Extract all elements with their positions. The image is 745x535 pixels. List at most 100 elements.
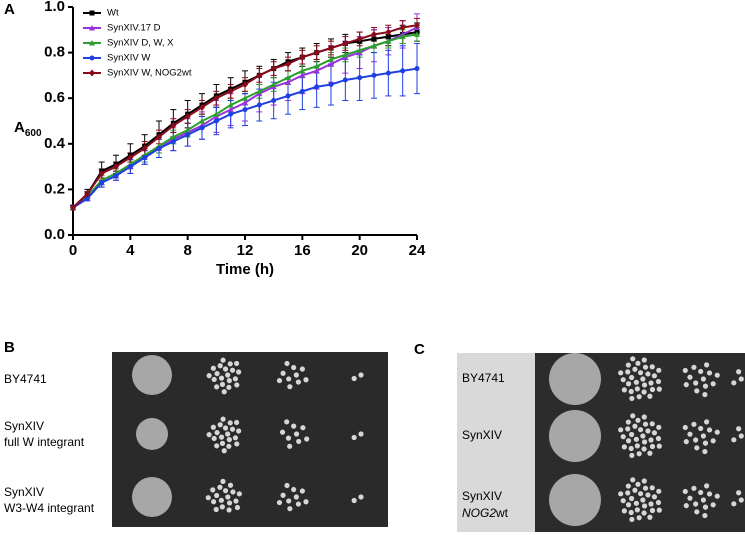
colony	[698, 368, 704, 375]
colony	[299, 366, 305, 372]
colony	[287, 384, 293, 390]
strain-label: full W integrant	[4, 435, 85, 449]
colony	[234, 504, 241, 511]
colony	[219, 381, 226, 387]
marker	[371, 36, 377, 42]
colony	[226, 507, 232, 513]
y-axis-label-sub: 600	[25, 128, 42, 139]
colony	[647, 514, 653, 520]
marker	[342, 39, 349, 47]
colony	[629, 431, 635, 438]
colony	[683, 439, 689, 445]
colony	[736, 426, 742, 432]
colony	[233, 360, 240, 367]
colony	[656, 507, 662, 513]
colony	[293, 494, 299, 500]
colony	[214, 443, 220, 449]
colony	[625, 490, 631, 496]
marker	[84, 196, 90, 202]
colony	[218, 497, 224, 503]
strain-label: BY4741	[462, 371, 505, 385]
colony	[691, 364, 697, 370]
colony	[220, 357, 226, 363]
colony	[629, 516, 635, 523]
marker	[385, 34, 391, 40]
colony	[640, 376, 646, 382]
colony	[655, 378, 662, 385]
colony	[226, 443, 232, 449]
marker	[256, 71, 263, 79]
colony	[633, 436, 639, 442]
colony	[710, 502, 716, 508]
colony	[738, 433, 744, 439]
colony	[217, 484, 223, 490]
colony	[637, 370, 644, 376]
colony	[656, 386, 662, 392]
colony	[227, 361, 233, 367]
colony	[702, 512, 708, 519]
colony	[630, 356, 636, 362]
marker	[199, 125, 205, 131]
marker	[285, 74, 291, 81]
legend-label: SynXIV W, NOG2wt	[107, 68, 192, 79]
gene-name: NOG2	[462, 506, 496, 520]
marker	[371, 42, 377, 49]
colony	[691, 421, 697, 427]
marker	[70, 204, 76, 212]
marker	[84, 190, 91, 198]
colony	[621, 444, 627, 450]
colony	[222, 425, 229, 431]
y-tick-label: 0.0	[44, 226, 65, 243]
colony	[233, 498, 239, 504]
colony	[682, 367, 688, 374]
colony	[625, 362, 631, 368]
colony	[291, 486, 297, 493]
colony	[683, 382, 689, 388]
colony	[642, 485, 649, 491]
colony	[637, 491, 644, 497]
marker	[242, 81, 248, 89]
colony	[280, 492, 286, 498]
colony	[641, 389, 647, 395]
marker	[242, 99, 248, 106]
colony	[358, 494, 364, 500]
legend-marker	[89, 25, 95, 31]
gene-suffix: wt	[495, 506, 509, 520]
colony	[226, 500, 233, 506]
colony	[637, 427, 644, 433]
marker	[185, 132, 191, 138]
colony	[628, 388, 634, 395]
marker	[285, 79, 291, 85]
colony	[636, 451, 642, 457]
colony	[214, 384, 220, 390]
colony	[358, 431, 364, 437]
marker	[357, 75, 363, 81]
marker	[285, 93, 291, 99]
colony	[276, 499, 283, 506]
colony	[351, 434, 357, 441]
colony	[286, 376, 292, 382]
colony	[287, 506, 293, 512]
colony	[648, 501, 654, 507]
colony	[217, 363, 223, 369]
marker	[98, 169, 105, 177]
marker	[199, 118, 205, 124]
colony	[649, 507, 656, 514]
colony	[218, 434, 225, 440]
colony	[704, 483, 710, 489]
colony	[687, 495, 693, 501]
colony	[710, 381, 716, 387]
colony	[210, 424, 216, 430]
colony	[621, 387, 627, 393]
marker	[371, 72, 377, 78]
colony	[634, 386, 640, 392]
legend-label: Wt	[107, 8, 119, 19]
colony	[232, 376, 239, 382]
colony	[221, 389, 227, 395]
marker	[213, 94, 220, 102]
marker	[156, 145, 162, 151]
colony	[649, 364, 655, 370]
colony	[625, 369, 631, 375]
y-tick-label: 0.8	[44, 44, 65, 61]
colony-spot	[549, 410, 601, 462]
